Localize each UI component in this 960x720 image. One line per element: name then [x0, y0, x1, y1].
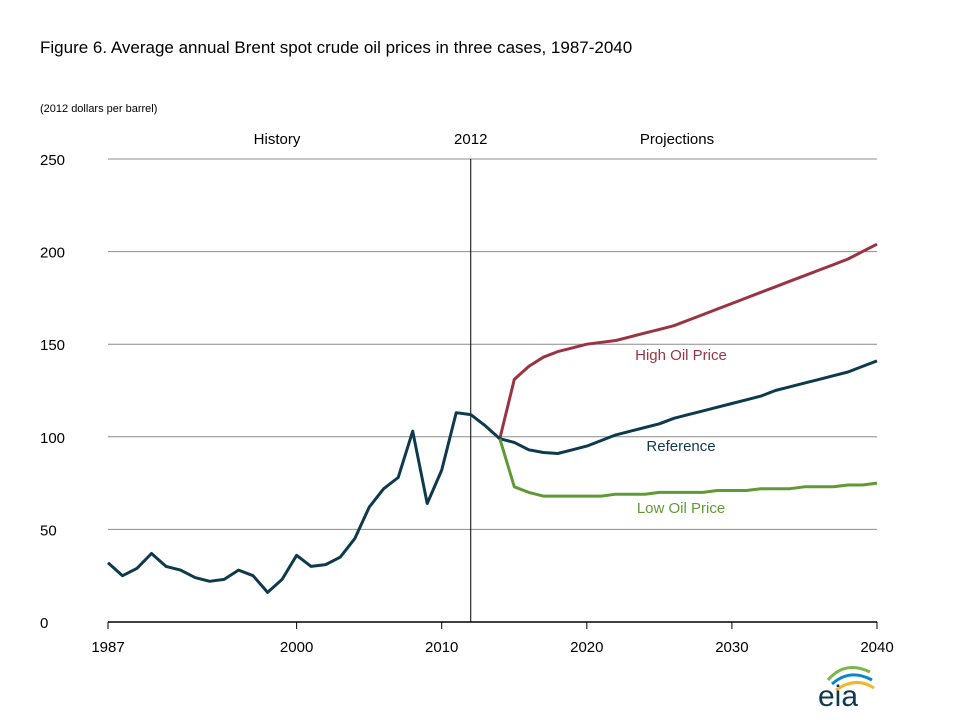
y-tick-label: 100: [40, 430, 65, 447]
logo-swoosh: [826, 666, 871, 682]
y-tick-label: 50: [40, 522, 57, 539]
projections-label: Projections: [640, 131, 714, 148]
x-tick-label: 2030: [715, 639, 748, 656]
x-tick-label: 2040: [860, 639, 893, 656]
y-tick-label: 0: [40, 615, 48, 632]
series-label-reference: Reference: [646, 438, 715, 455]
y-axis-unit-label: (2012 dollars per barrel): [40, 103, 158, 115]
logo-text: eia: [818, 680, 858, 713]
x-tick-label: 2010: [425, 639, 458, 656]
divider-year-label: 2012: [454, 131, 487, 148]
series-label-high: High Oil Price: [635, 347, 727, 364]
y-tick-label: 150: [40, 337, 65, 354]
x-tick-label: 2020: [570, 639, 603, 656]
y-tick-label: 250: [40, 152, 65, 169]
series-line-high: [498, 242, 878, 440]
x-tick-label: 2000: [280, 639, 313, 656]
logo-swoosh: [835, 681, 875, 692]
x-tick-label: 1987: [91, 639, 124, 656]
chart-title: Figure 6. Average annual Brent spot crud…: [40, 38, 633, 57]
history-label: History: [254, 131, 301, 148]
series-line-history: [106, 411, 501, 594]
y-tick-label: 200: [40, 245, 65, 262]
eia-logo: eia: [818, 666, 875, 713]
series-label-low: Low Oil Price: [637, 500, 725, 517]
series-line-low: [498, 438, 878, 498]
series-line-reference: [499, 359, 878, 455]
logo-swoosh: [831, 673, 873, 686]
